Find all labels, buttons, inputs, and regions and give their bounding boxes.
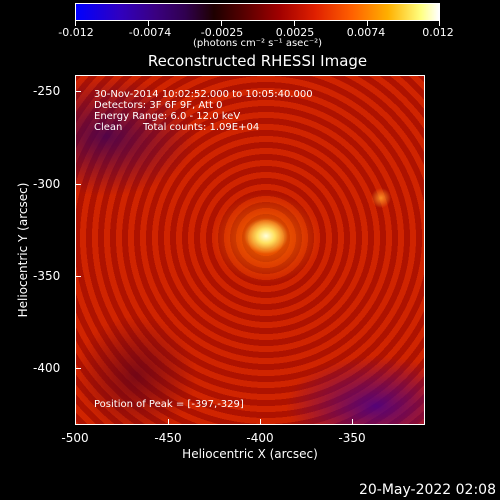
colorbar-tick-label: -0.012: [58, 26, 94, 39]
energy-range: Energy Range: 6.0 - 12.0 keV: [94, 111, 241, 122]
x-axis-tick: [168, 419, 169, 425]
colorbar-tick-label: -0.0074: [128, 26, 172, 39]
x-axis-tick: [352, 419, 353, 425]
x-tick-label: -400: [246, 431, 274, 445]
y-axis-tick: [75, 276, 81, 277]
colorbar-tick: [148, 21, 149, 26]
y-axis-tick: [75, 91, 81, 92]
x-axis-tick: [260, 419, 261, 425]
colorbar-tick-label: 0.012: [422, 26, 454, 39]
colorbar-tick-label: 0.0025: [275, 26, 315, 39]
colorbar-tick-label: 0.0074: [346, 26, 386, 39]
detectors-info: Detectors: 3F 6F 9F, Att 0: [94, 100, 223, 111]
y-axis-tick: [75, 184, 81, 185]
algorithm-label: Clean: [94, 122, 123, 133]
total-counts: Total counts: 1.09E+04: [143, 122, 260, 133]
y-tick-label: -250: [33, 84, 61, 98]
colorbar-units: (photons cm⁻² s⁻¹ asec⁻²): [192, 38, 323, 49]
colorbar-tick: [367, 21, 368, 26]
y-axis-label: Heliocentric Y (arcsec): [16, 182, 30, 318]
y-tick-label: -400: [33, 361, 61, 375]
y-axis-tick: [75, 368, 81, 369]
colorbar-tick: [75, 21, 76, 26]
x-tick-label: -500: [61, 431, 89, 445]
colorbar-tick: [221, 21, 222, 26]
x-axis-tick: [75, 419, 76, 425]
render-timestamp: 20-May-2022 02:08: [358, 482, 496, 498]
colorbar: [75, 3, 440, 21]
colorbar-tick: [439, 21, 440, 26]
x-tick-label: -450: [154, 431, 182, 445]
x-tick-label: -350: [338, 431, 366, 445]
colorbar-tick: [294, 21, 295, 26]
x-axis-label: Heliocentric X (arcsec): [182, 447, 318, 461]
y-tick-label: -300: [33, 177, 61, 191]
peak-position: Position of Peak = [-397,-329]: [94, 399, 244, 410]
plot-title: Reconstructed RHESSI Image: [147, 52, 368, 70]
colorbar-gradient: [76, 4, 439, 20]
colorbar-tick-label: -0.0025: [200, 26, 244, 39]
rhessi-image: 30-Nov-2014 10:02:52.000 to 10:05:40.000…: [75, 75, 425, 425]
y-tick-label: -350: [33, 269, 61, 283]
time-range: 30-Nov-2014 10:02:52.000 to 10:05:40.000: [94, 89, 313, 100]
